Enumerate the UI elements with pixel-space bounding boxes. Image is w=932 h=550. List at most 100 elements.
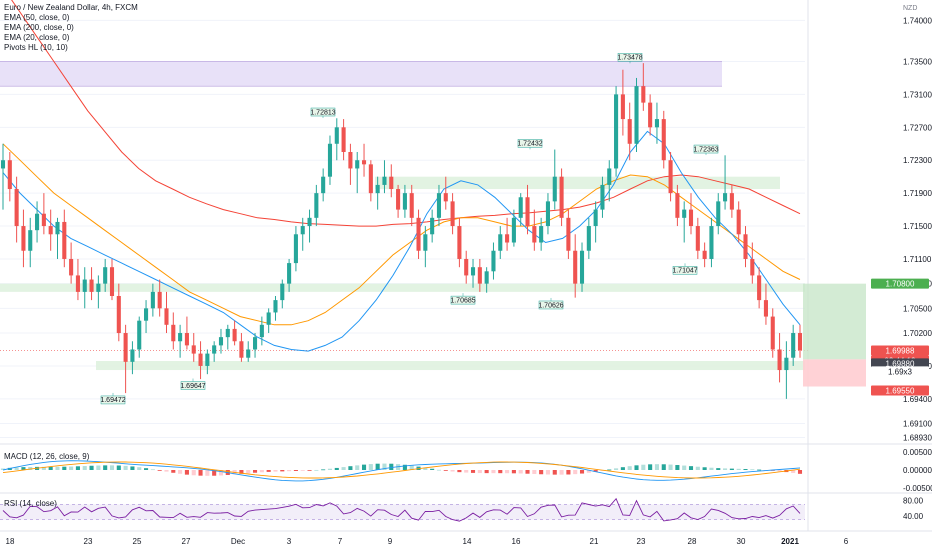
- indicator-ema20[interactable]: EMA (20, close, 0): [4, 33, 70, 42]
- candle-body: [164, 308, 169, 325]
- price-tick-label: 1.69100: [903, 420, 932, 429]
- candle-body: [109, 267, 115, 296]
- macd-histogram-bar: [361, 464, 367, 470]
- candle-body: [729, 193, 734, 210]
- rsi-label[interactable]: RSI (14, close): [4, 499, 57, 508]
- indicator-pivots[interactable]: Pivots HL (10, 10): [4, 43, 68, 52]
- macd-histogram-bar: [511, 470, 516, 474]
- candle-body: [205, 353, 210, 366]
- candle-body: [695, 226, 700, 251]
- candle-body: [191, 345, 196, 354]
- candle-body: [21, 226, 26, 251]
- ema50-line: [2, 143, 801, 326]
- candle-body: [518, 197, 523, 218]
- signal-line: [2, 461, 801, 479]
- macd-histogram-bar: [103, 465, 108, 470]
- macd-histogram-bar: [368, 464, 373, 470]
- candle-body: [150, 291, 155, 309]
- ema-lines: [2, 0, 801, 352]
- candle-body: [682, 209, 687, 218]
- candle-body: [375, 184, 380, 194]
- time-tick-label: 25: [133, 537, 142, 546]
- candle-body: [484, 271, 489, 284]
- price-tick-label: 1.72700: [903, 123, 932, 132]
- macd-histogram-bar: [307, 470, 312, 471]
- time-tick-label: 3: [287, 537, 292, 546]
- candle-body: [532, 226, 537, 243]
- time-tick-label: 7: [338, 537, 343, 546]
- macd-histogram-bar: [96, 465, 101, 470]
- rsi-line: [2, 497, 801, 522]
- macd-histogram-bar: [48, 466, 53, 470]
- candle-body: [334, 127, 339, 144]
- macd-histogram-bar: [123, 465, 128, 470]
- rsi-tick-label: 40.00: [903, 512, 924, 521]
- macd-histogram-bar: [743, 469, 748, 470]
- candle-body: [498, 234, 503, 251]
- candle-body: [14, 189, 19, 227]
- candle-body: [470, 267, 476, 276]
- macd-histogram-bar: [573, 470, 578, 475]
- candle-body: [579, 250, 585, 284]
- candle-body: [62, 221, 67, 259]
- candle-body: [573, 250, 578, 284]
- candle-body: [416, 217, 421, 251]
- candle-body: [178, 333, 183, 342]
- macd-histogram-bar: [505, 470, 510, 474]
- macd-label[interactable]: MACD (12, 26, close, 9): [4, 452, 90, 461]
- macd-histogram-bar: [586, 470, 591, 473]
- macd-histogram-bar: [314, 469, 319, 471]
- macd-histogram-bar: [273, 470, 278, 472]
- candle-body: [566, 217, 571, 251]
- candle-body: [750, 258, 755, 276]
- candle-body: [777, 349, 782, 371]
- price-axis: 1.74000 1.73500 1.73100 1.72700 1.72300 1.719…: [903, 16, 932, 442]
- price-tick-label: 1.68930: [903, 434, 932, 443]
- candle-body: [511, 217, 516, 243]
- macd-histogram-bar: [470, 470, 476, 473]
- price-tick-label: 1.71100: [903, 255, 932, 264]
- pivot-label-box: [180, 381, 206, 390]
- macd-histogram-bar: [259, 470, 264, 473]
- indicator-ema50[interactable]: EMA (50, close, 0): [4, 13, 70, 22]
- candle-body: [232, 328, 237, 342]
- candle-body: [600, 184, 605, 210]
- current-price-tag: 1.69988: [886, 346, 915, 355]
- macd-histogram-bar: [607, 469, 612, 471]
- macd-histogram-bar: [62, 466, 67, 470]
- macd-histogram-bar: [620, 467, 625, 470]
- time-tick-label: 21: [590, 537, 599, 546]
- candle-body: [225, 328, 230, 338]
- macd-histogram-bar: [430, 468, 435, 470]
- indicator-ema200[interactable]: EMA (200, close, 0): [4, 23, 74, 32]
- macd-tick-label: 0.00000: [903, 466, 932, 475]
- candle-body: [341, 127, 346, 152]
- macd-tick-label: 0.00500: [903, 448, 932, 457]
- rsi-pane: 80.00 40.00: [0, 497, 924, 522]
- price-tick-label: 1.74000: [903, 16, 932, 25]
- macd-histogram-bar: [695, 466, 700, 470]
- symbol-title[interactable]: Euro / New Zealand Dollar, 4h, FXCM: [4, 3, 138, 12]
- pivot-label-text: 1.72432: [517, 141, 542, 148]
- macd-histogram-bar: [436, 469, 442, 471]
- macd-histogram-bar: [545, 470, 551, 475]
- macd-histogram-bar: [191, 470, 196, 476]
- target-price-tag-bg: [871, 278, 929, 289]
- candle-body: [355, 160, 360, 169]
- macd-histogram-bar: [178, 470, 183, 474]
- macd-histogram-bar: [593, 470, 598, 472]
- candle-body: [688, 209, 694, 227]
- candle-body: [450, 201, 455, 227]
- pivot-label-text: 1.72363: [693, 146, 718, 153]
- macd-histogram-bar: [327, 468, 333, 470]
- candle-body: [212, 345, 217, 354]
- time-tick-label: 9: [388, 537, 393, 546]
- candle-body: [723, 193, 728, 202]
- entry-sub-tag-bg: [871, 366, 929, 377]
- macd-histogram-bar: [14, 467, 19, 470]
- macd-histogram-bar: [130, 466, 135, 470]
- macd-histogram-bar: [457, 470, 462, 473]
- time-tick-label: 23: [84, 537, 93, 546]
- macd-histogram-bar: [409, 465, 414, 470]
